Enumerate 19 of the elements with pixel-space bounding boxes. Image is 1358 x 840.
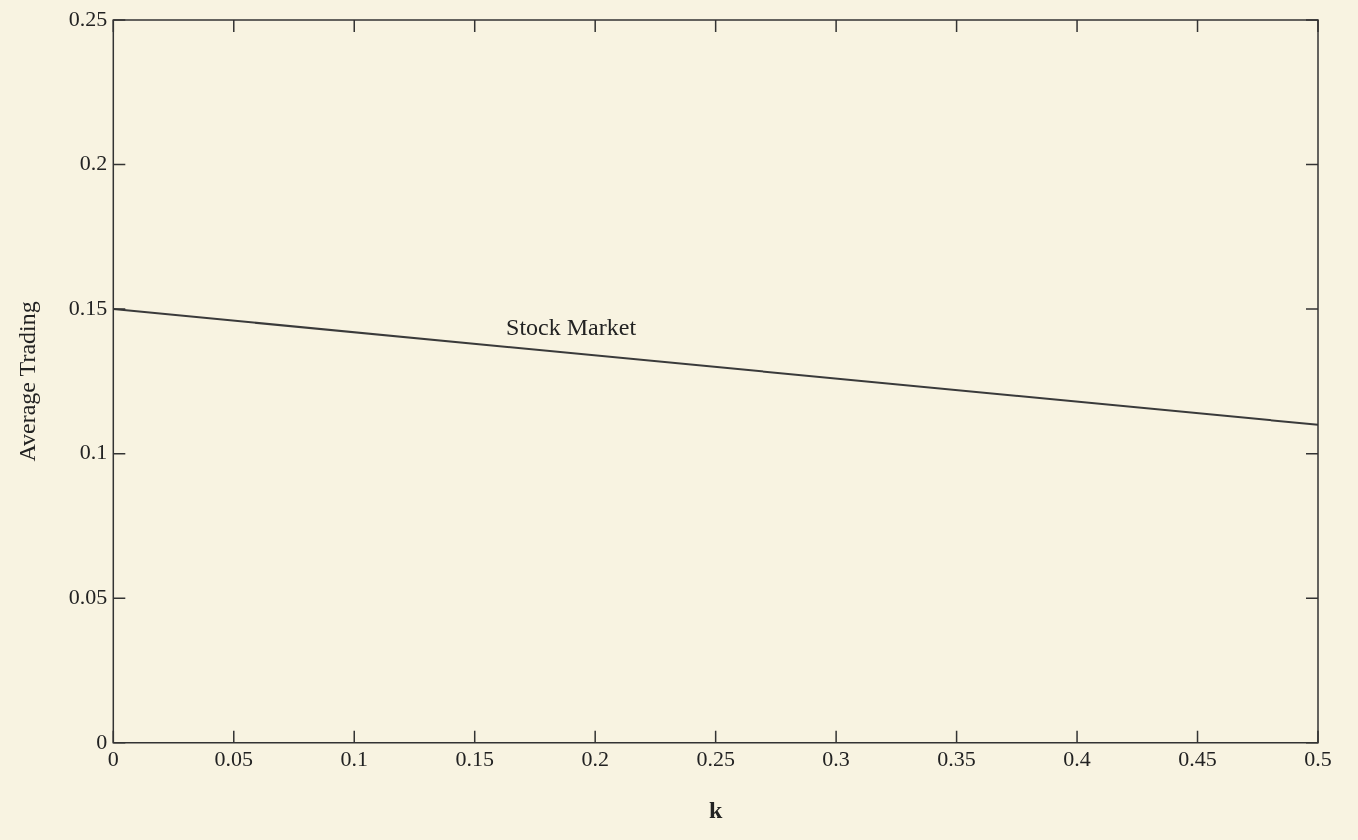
y-tick-label: 0.15	[68, 294, 108, 320]
x-tick-label: 0.35	[937, 745, 976, 771]
y-tick-label: 0.1	[79, 439, 108, 465]
x-tick-label: 0.3	[822, 745, 850, 771]
x-tick-label: 0.5	[1304, 745, 1332, 771]
x-tick-label: 0.2	[581, 745, 609, 771]
x-tick-label: 0.1	[340, 745, 368, 771]
x-axis-title: k	[708, 796, 723, 823]
y-tick-label: 0.25	[68, 5, 108, 31]
x-tick-label: 0.45	[1178, 745, 1217, 771]
y-tick-label: 0	[96, 728, 108, 754]
x-tick-label: 0.25	[696, 745, 735, 771]
y-tick-label: 0.05	[68, 584, 108, 610]
x-tick-label: 0.15	[455, 745, 494, 771]
x-tick-label: 0.05	[214, 745, 254, 771]
y-tick-label: 0.2	[79, 150, 108, 176]
y-axis-title: Average Trading	[13, 301, 40, 462]
series-label: Stock Market	[506, 314, 637, 341]
x-tick-label: 0.4	[1063, 745, 1091, 771]
